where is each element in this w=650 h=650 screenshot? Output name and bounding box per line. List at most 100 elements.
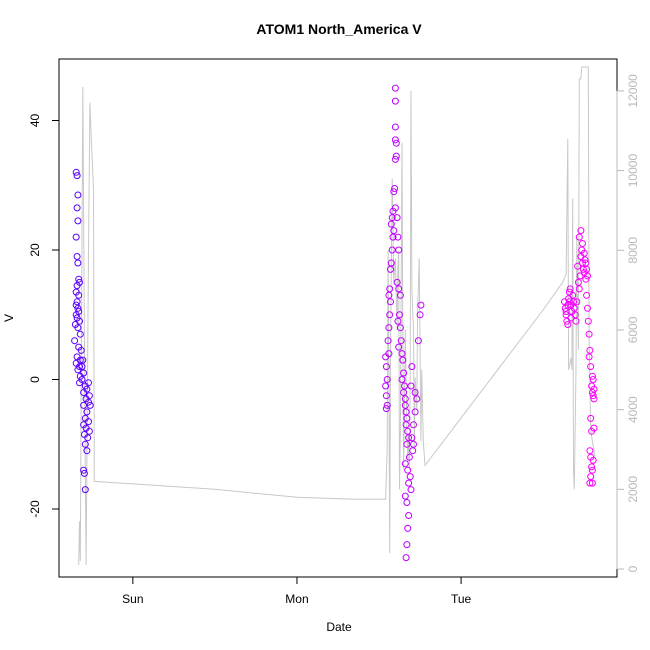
scatter-point <box>584 317 592 325</box>
scatter-point <box>80 431 88 438</box>
scatter-point <box>77 346 85 354</box>
scatter-point <box>85 418 92 426</box>
scatter-point <box>417 301 425 309</box>
scatter-point <box>86 401 94 409</box>
scatter-point <box>73 298 81 306</box>
scatter-point <box>73 282 81 290</box>
scatter-point <box>83 408 91 416</box>
scatter-point <box>386 311 394 319</box>
y-axis-left: -20 0 20 40 <box>28 114 60 518</box>
scatter-point <box>569 291 577 299</box>
scatter-point <box>407 486 415 494</box>
scatter-point <box>411 389 419 396</box>
scatter-point <box>588 479 596 487</box>
scatter-point <box>395 343 403 351</box>
scatter-point <box>399 356 407 364</box>
scatter-point <box>573 298 581 306</box>
scatter-point <box>405 434 413 442</box>
scatter-point <box>411 408 419 416</box>
scatter-point <box>586 479 594 487</box>
scatter-point <box>393 278 401 286</box>
scatter-point <box>396 324 404 332</box>
scatter-point <box>76 379 83 387</box>
scatter-point <box>80 466 88 474</box>
scatter-point <box>72 168 80 176</box>
scatter-point <box>392 139 400 147</box>
x-axis-label: Date <box>326 620 352 634</box>
scatter-point <box>73 253 81 260</box>
line-series-layer <box>78 66 596 566</box>
scatter-point <box>74 259 82 267</box>
scatter-point <box>400 369 408 377</box>
scatter-point <box>585 353 593 361</box>
scatter-point <box>400 389 408 396</box>
scatter-point <box>567 314 575 322</box>
scatter-point <box>382 382 390 390</box>
scatter-point <box>81 486 89 494</box>
scatter-point <box>577 227 585 235</box>
scatter-point <box>572 317 580 325</box>
scatter-point <box>416 311 424 319</box>
scatter-point <box>589 376 597 383</box>
scatter-point <box>410 421 417 429</box>
scatter-point <box>588 463 596 471</box>
scatter-point <box>390 227 398 235</box>
scatter-point <box>401 460 409 468</box>
y-tick-label: 20 <box>28 243 42 257</box>
scatter-point <box>413 395 421 403</box>
scatter-point <box>383 376 391 383</box>
scatter-point <box>391 136 399 144</box>
y-axis-label: V <box>2 314 16 322</box>
scatter-point <box>409 447 417 455</box>
scatter-point <box>85 379 92 387</box>
scatter-point <box>387 220 395 228</box>
scatter-point <box>408 434 416 442</box>
scatter-point <box>565 298 573 306</box>
x-tick-label: Sun <box>122 592 143 606</box>
scatter-point <box>391 97 399 105</box>
scatter-point <box>405 453 413 461</box>
scatter-point <box>576 272 584 280</box>
scatter-point <box>74 217 82 225</box>
chart-title: ATOM1 North_America V <box>256 21 422 37</box>
scatter-point <box>404 427 412 435</box>
scatter-point <box>574 278 582 286</box>
scatter-point <box>74 324 82 332</box>
scatter-point <box>385 350 393 358</box>
scatter-point <box>85 427 93 435</box>
scatter-point <box>74 304 82 312</box>
scatter-point <box>391 185 399 192</box>
scatter-point <box>584 304 591 312</box>
scatter-point <box>406 473 414 481</box>
scatter-point <box>83 447 91 455</box>
scatter-point <box>570 304 578 312</box>
x-axis: Sun Mon Tue <box>122 576 472 606</box>
scatter-point <box>76 330 84 338</box>
scatter-point <box>564 301 572 309</box>
scatter-point <box>74 191 82 199</box>
x-tick-label: Mon <box>285 592 308 606</box>
scatter-point <box>392 152 400 160</box>
scatter-point <box>387 259 395 267</box>
scatter-point <box>383 401 391 409</box>
scatter-point <box>81 440 89 448</box>
y2-tick-label: 8000 <box>626 237 640 264</box>
scatter-point <box>384 337 392 345</box>
scatter-point <box>72 311 80 319</box>
scatter-point <box>414 337 422 345</box>
y2-tick-label: 4000 <box>626 396 640 423</box>
scatter-point <box>402 421 410 429</box>
scatter-point <box>398 376 406 383</box>
y2-tick-label: 10000 <box>626 154 640 188</box>
plot-frame <box>58 58 618 578</box>
scatter-point <box>590 385 598 393</box>
scatter-points-layer <box>71 84 598 562</box>
scatter-point <box>405 512 413 519</box>
scatter-point <box>410 440 417 448</box>
y-tick-label: 0 <box>28 376 42 383</box>
scatter-point <box>388 246 396 254</box>
scatter-point <box>387 298 394 306</box>
scatter-point <box>396 291 404 299</box>
scatter-point <box>407 382 415 390</box>
scatter-point <box>590 395 598 403</box>
